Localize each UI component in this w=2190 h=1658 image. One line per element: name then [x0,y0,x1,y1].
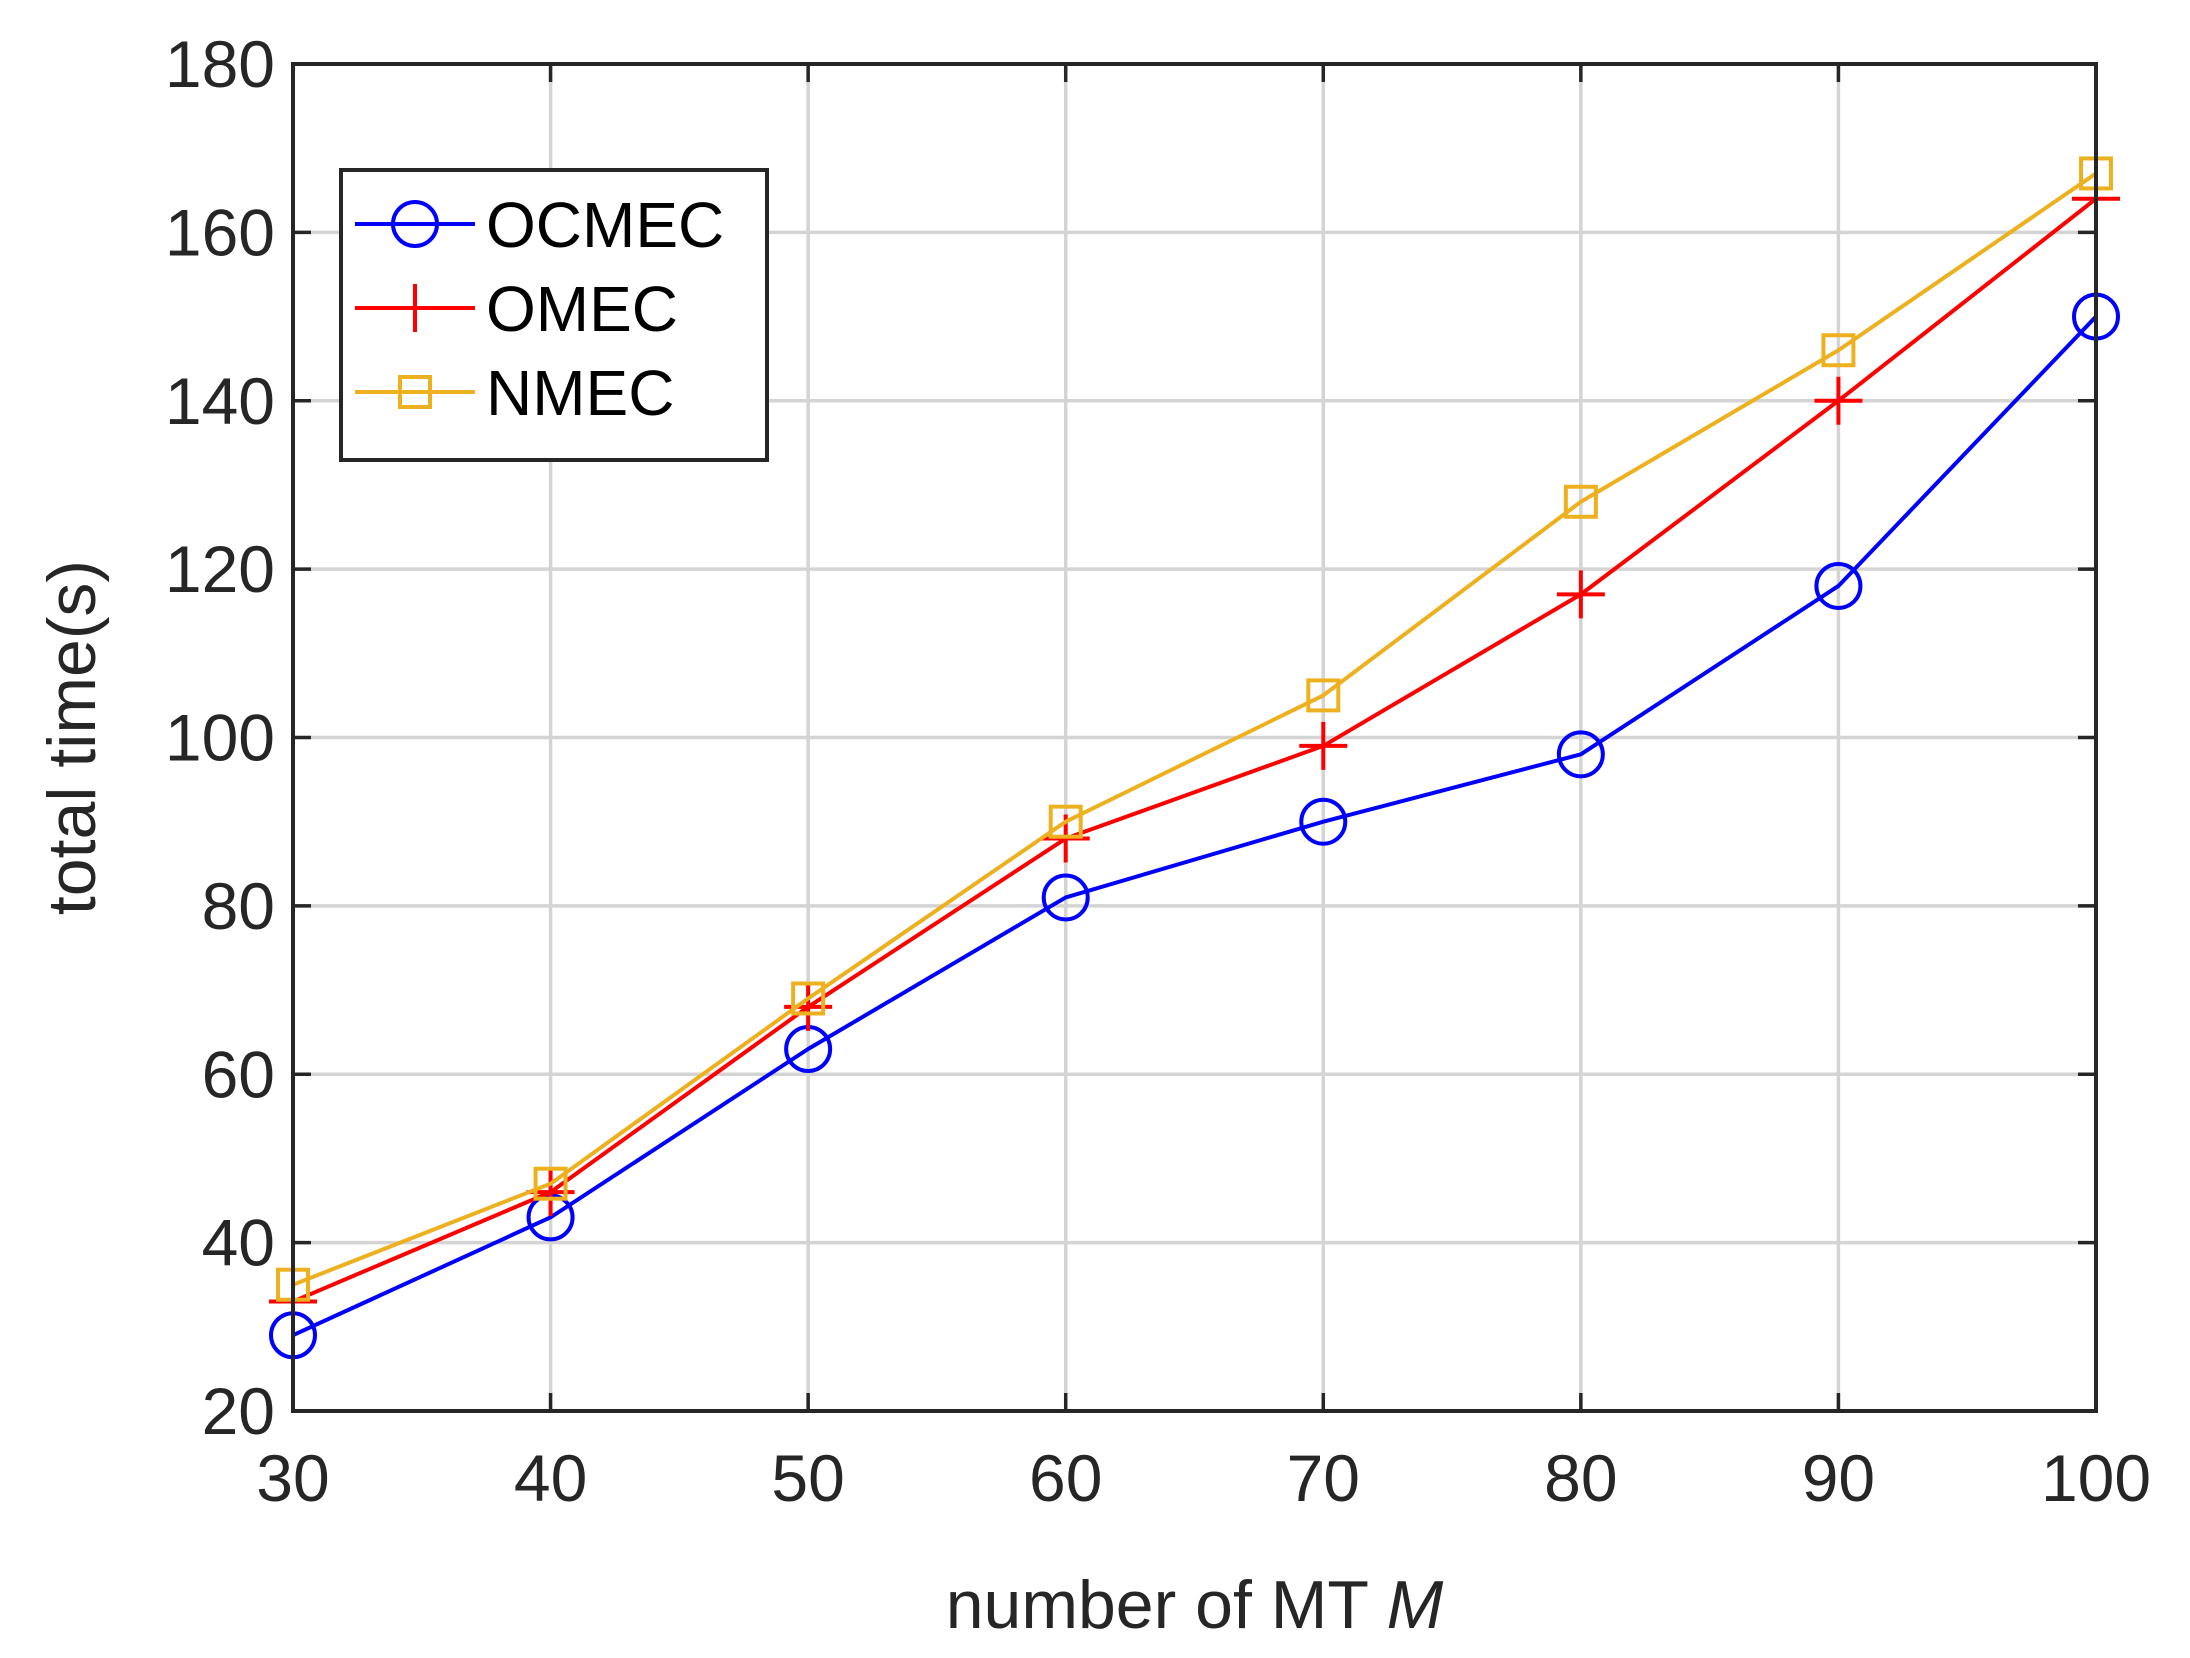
point-nmec-90 [1821,333,1856,368]
x-tick-label-70: 70 [1287,1441,1360,1515]
point-nmec-80 [1563,484,1598,519]
series-layer [269,156,2120,1360]
x-tick-label-40: 40 [514,1441,587,1515]
y-tick-label-20: 20 [202,1374,275,1448]
x-axis-label-space [1368,1567,1387,1643]
y-tick-label-140: 140 [165,364,275,438]
point-omec-90 [1814,376,1863,425]
point-ocmec-60 [1041,873,1090,922]
grid [293,64,2096,1411]
x-tick-label-100: 100 [2041,1441,2151,1515]
x-tick-label-90: 90 [1802,1441,1875,1515]
legend-marker-omec [391,284,439,332]
legend-items: OCMEC OMEC NMEC [355,189,724,429]
y-tick-label-100: 100 [165,701,275,775]
x-tick-label-50: 50 [771,1441,844,1515]
point-ocmec-80 [1556,730,1605,779]
legend-label-nmec: NMEC [486,357,674,429]
x-tick-label-30: 30 [256,1441,329,1515]
x-axis-label-text: number of MT [946,1567,1368,1643]
y-tick-label-60: 60 [202,1037,275,1111]
legend: OCMEC OMEC NMEC [339,168,769,462]
point-nmec-50 [791,981,826,1016]
y-tick-label-180: 180 [165,27,275,101]
point-nmec-70 [1306,678,1341,713]
legend-item-omec: OMEC [355,273,678,345]
x-tick-label-80: 80 [1544,1441,1617,1515]
x-axis-label: number of MT M [946,1567,1444,1643]
y-tick-label-160: 160 [165,195,275,269]
legend-label-ocmec: OCMEC [486,189,724,261]
series-line-omec [292,197,2098,1304]
legend-marker-nmec [398,375,432,409]
x-tick-label-60: 60 [1029,1441,1102,1515]
point-ocmec-90 [1814,561,1863,610]
point-omec-80 [1556,570,1605,619]
point-omec-70 [1299,721,1348,770]
x-axis-label-variable: M [1387,1567,1444,1643]
legend-box [339,168,769,462]
ticks: 30 40 50 60 70 80 90 100 20 40 60 80 100 120 140 160 180 [165,27,2151,1515]
series-line-nmec [292,171,2098,1287]
point-ocmec-70 [1299,797,1348,846]
axis-labels: number of MT M total time(s) [34,560,1444,1643]
legend-marker-ocmec [391,200,439,248]
legend-item-nmec: NMEC [355,357,674,429]
y-tick-label-80: 80 [202,869,275,943]
legend-label-omec: OMEC [486,273,678,345]
y-tick-label-120: 120 [165,532,275,606]
point-nmec-40 [533,1166,568,1201]
legend-item-ocmec: OCMEC [355,189,724,261]
point-nmec-60 [1048,804,1083,839]
y-tick-label-40: 40 [202,1206,275,1280]
y-axis-label: total time(s) [34,560,110,915]
series-line-ocmec [292,315,2098,1338]
